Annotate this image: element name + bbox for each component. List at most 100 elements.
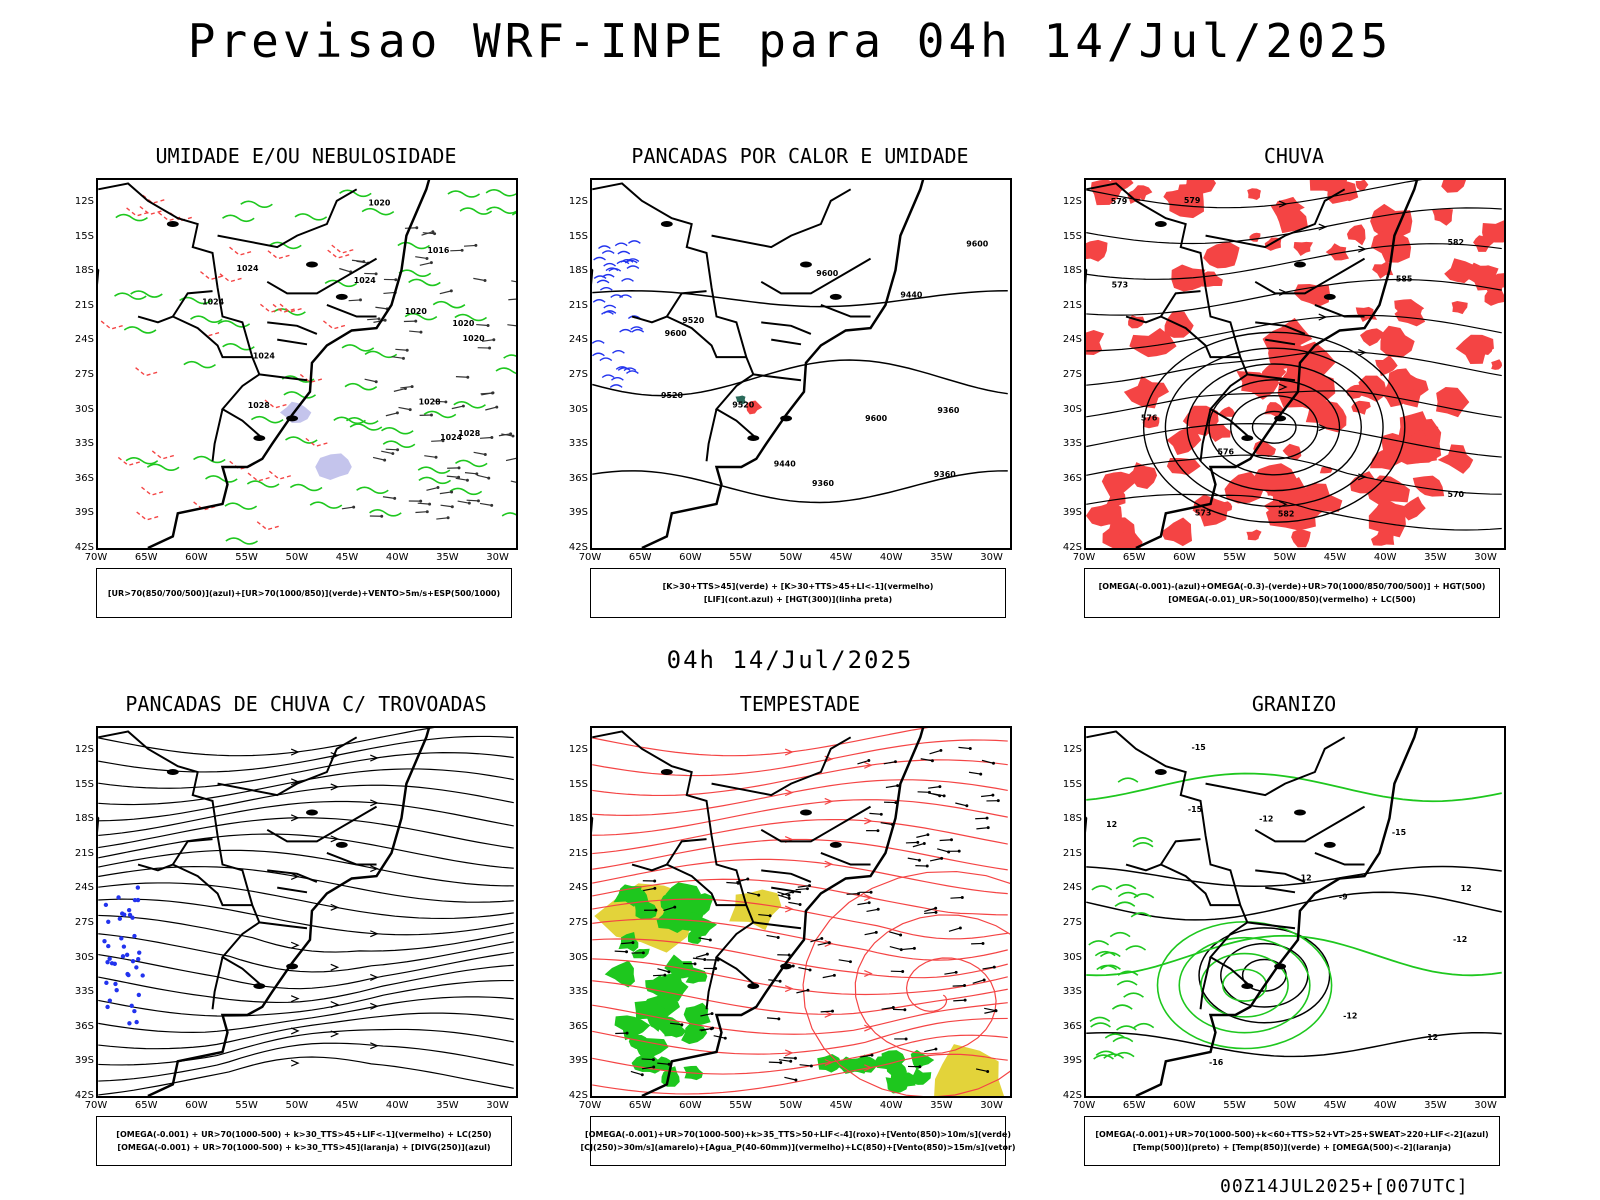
streamline-red: [592, 779, 1008, 816]
wind-vector-head: [487, 476, 491, 480]
wind-vector: [924, 1048, 937, 1053]
map-svg: 9600 9600 9520 9520 9520 9440 9440 9360 9360 9360…: [592, 180, 1008, 548]
streamline: [1086, 390, 1502, 418]
lake-marker: [1274, 415, 1287, 422]
longitude-tick-label: 50W: [779, 1100, 803, 1111]
wind-vector-head: [874, 930, 878, 934]
wind-vector-head: [779, 1061, 783, 1065]
lake-marker: [1154, 221, 1167, 227]
latitude-tick-label: 21S: [568, 299, 588, 311]
wind-vector: [415, 511, 428, 514]
panel-title: GRANIZO: [1251, 692, 1337, 716]
longitude-tick-label: 45W: [335, 1100, 359, 1111]
rain-fill-red: [1475, 338, 1493, 355]
legend-line: [OMEGA(-0.001)-(azul)+OMEGA(-0.3)-(verde…: [1098, 582, 1486, 591]
temperature-850-contour-green: [1104, 1033, 1126, 1039]
thickness-contour-red: [126, 207, 151, 217]
wind-vector-head: [483, 453, 487, 456]
divergence-marker-blue: [127, 912, 133, 918]
wind-vector-head: [991, 793, 995, 797]
wind-vector: [889, 945, 902, 951]
temperature-850-contour-green: [1123, 992, 1144, 998]
wind-vector-head: [405, 348, 409, 352]
wind-vector: [351, 259, 364, 263]
divergence-marker-blue: [105, 1004, 110, 1010]
height-contour-black: [1142, 331, 1406, 523]
longitude-tick-label: 45W: [829, 552, 853, 563]
rain-fill-red: [1129, 327, 1177, 358]
streamline: [98, 784, 514, 822]
temperature-850-contour-green: [1113, 1051, 1135, 1058]
humidity-contour-green: [193, 455, 226, 464]
humidity-contour-green: [225, 537, 258, 545]
rain-fill-red: [1435, 386, 1470, 418]
wind-vector: [958, 746, 971, 750]
lake-marker: [800, 261, 812, 268]
panel-title: PANCADAS POR CALOR E UMIDADE: [631, 144, 969, 168]
wind-vector-head: [436, 486, 440, 490]
political-border: [259, 373, 308, 382]
longitude-tick-label: 70W: [1072, 1100, 1096, 1111]
longitude-tick-label: 65W: [628, 1100, 652, 1111]
rain-fill-red: [1101, 471, 1137, 498]
lake-marker: [335, 841, 348, 848]
wind-fill-green: [663, 1021, 687, 1038]
wind-vector-head: [798, 902, 802, 906]
wind-vector: [880, 822, 893, 826]
longitude-tick-label: 55W: [1223, 1100, 1246, 1111]
wind-vector: [417, 502, 430, 505]
height-label: 9600: [865, 414, 888, 423]
wind-vector-head: [791, 964, 795, 968]
humidity-contour-green: [190, 315, 223, 323]
map-svg: [592, 728, 1010, 1096]
wind-vector: [778, 1059, 791, 1062]
political-border: [666, 290, 707, 318]
latitude-tick-label: 12S: [568, 744, 588, 755]
humidity-contour-green: [382, 440, 416, 448]
wind-vector-head: [663, 973, 667, 977]
wind-vector: [950, 896, 963, 899]
wind-vector-head: [641, 951, 645, 955]
rain-fill-red: [1368, 497, 1407, 538]
height-label: 9520: [661, 391, 684, 400]
wind-vector: [400, 385, 413, 389]
rain-fill-red: [1117, 530, 1143, 548]
divergence-marker-blue: [129, 1003, 134, 1008]
wind-vector: [929, 857, 942, 862]
rain-fill-red: [1441, 180, 1467, 193]
thickness-contour-red: [141, 486, 166, 496]
wind-vector-head: [869, 890, 873, 894]
longitude-tick-label: 70W: [84, 1100, 108, 1111]
longitude-tick-label: 40W: [1373, 552, 1397, 563]
wind-vector: [466, 499, 479, 502]
streamline-red: [592, 1034, 1008, 1075]
streamline: [98, 768, 514, 806]
legend-line: [OMEGA(-0.001)+UR>70(1000-500)+k<60+TTS>…: [1095, 1130, 1489, 1139]
longitude-tick-label: 60W: [185, 552, 208, 563]
political-border: [217, 736, 358, 797]
latitude-tick-label: 30S: [1062, 403, 1082, 415]
divergence-marker-blue: [135, 897, 141, 903]
thickness-contour-red: [197, 327, 222, 337]
streamline-arrow: [290, 778, 300, 786]
latitude-tick-label: 42S: [74, 1090, 94, 1101]
wind-vector: [781, 891, 793, 896]
streamline: [98, 933, 514, 973]
isobar-label: 1016: [427, 246, 450, 255]
thickness-contour-red: [139, 205, 164, 216]
wind-vector-head: [631, 941, 635, 945]
humidity-contour-green: [459, 207, 493, 215]
political-border: [277, 886, 308, 894]
latitude-tick-label: 12S: [568, 196, 588, 207]
temperature-850-contour-green: [1114, 901, 1136, 907]
wind-vector: [939, 839, 952, 842]
wind-vector: [698, 937, 711, 941]
wind-vector: [902, 947, 915, 951]
latitude-tick-label: 33S: [74, 986, 94, 998]
thickness-contour-red: [256, 521, 282, 531]
longitude-tick-label: 35W: [1424, 1100, 1447, 1111]
lake-marker: [1274, 963, 1287, 970]
humidity-contour-green: [146, 463, 180, 471]
wind-vector: [924, 907, 936, 912]
lifted-index-contour-blue: [617, 367, 631, 371]
